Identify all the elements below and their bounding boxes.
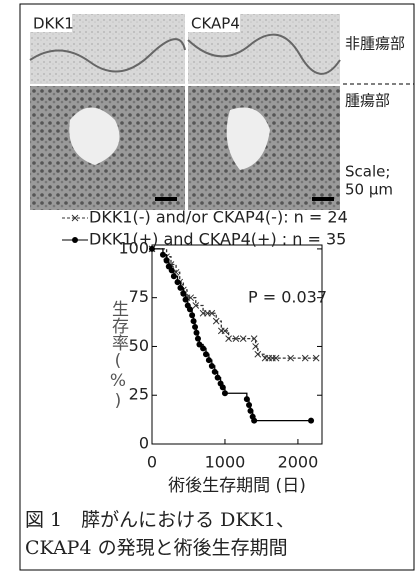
marker (71, 214, 79, 222)
marker (251, 417, 258, 424)
x-tick-label: 1000 (205, 453, 246, 472)
marker (208, 309, 216, 317)
marker (252, 343, 259, 350)
scale-label: 50 μm (345, 181, 393, 199)
marker (180, 290, 187, 297)
marker (221, 390, 228, 397)
marker (189, 312, 196, 319)
region-label: 腫瘍部 (345, 92, 390, 110)
marker (211, 368, 218, 375)
marker (149, 245, 155, 252)
marker (247, 407, 254, 414)
x-tick-label: 0 (147, 453, 157, 472)
marker (192, 323, 199, 330)
marker (308, 417, 315, 424)
marker (221, 327, 229, 335)
marker (225, 335, 232, 343)
y-tick-label: 100 (118, 238, 149, 257)
y-tick-label: 50 (129, 336, 149, 355)
y-axis-label: 生存率(%) (108, 300, 129, 411)
marker (287, 354, 294, 362)
marker (186, 306, 193, 313)
marker (239, 335, 247, 343)
marker (212, 317, 220, 325)
y-tick-label: 25 (129, 385, 149, 404)
panel-label: CKAP4 (191, 15, 240, 33)
panel-label: DKK1 (33, 15, 74, 33)
marker (243, 396, 250, 403)
marker (170, 273, 177, 280)
annotation: P = 0.037 (248, 288, 327, 307)
marker (196, 341, 203, 348)
region-label: 非腫瘍部 (345, 35, 405, 53)
marker (193, 329, 200, 336)
marker (254, 350, 262, 358)
y-tick-label: 75 (129, 287, 149, 306)
micrographs (29, 14, 414, 210)
caption: 図 1 膵がんにおける DKK1、 (25, 509, 295, 531)
marker (194, 335, 201, 342)
marker (168, 267, 175, 274)
plot-frame (151, 244, 323, 445)
legend-label: DKK1(+) and CKAP4(+) : n = 35 (89, 230, 346, 249)
marker (208, 362, 215, 369)
marker (190, 318, 197, 325)
x-tick-label: 2000 (278, 453, 319, 472)
frame (19, 3, 415, 571)
marker (159, 251, 166, 258)
marker (301, 354, 309, 362)
marker (192, 302, 200, 309)
caption: CKAP4 の発現と術後生存期間 (25, 537, 288, 559)
marker (205, 357, 212, 364)
marker (312, 354, 320, 362)
marker (219, 384, 226, 391)
x-axis-label: 術後生存期間 (日) (168, 476, 306, 496)
marker (214, 374, 221, 381)
marker (272, 354, 280, 362)
marker (246, 401, 253, 408)
marker (202, 351, 209, 358)
marker (182, 296, 189, 303)
y-tick-label: 0 (139, 434, 149, 453)
legend-label: DKK1(-) and/or CKAP4(-): n = 24 (89, 208, 348, 227)
marker (72, 237, 78, 243)
marker (250, 335, 258, 343)
scale-label: Scale; (345, 163, 390, 181)
marker (232, 335, 240, 343)
marker (174, 279, 181, 286)
marker (163, 257, 170, 264)
survival-line (152, 248, 317, 359)
marker (187, 294, 195, 302)
marker (177, 284, 184, 291)
marker (200, 345, 207, 352)
